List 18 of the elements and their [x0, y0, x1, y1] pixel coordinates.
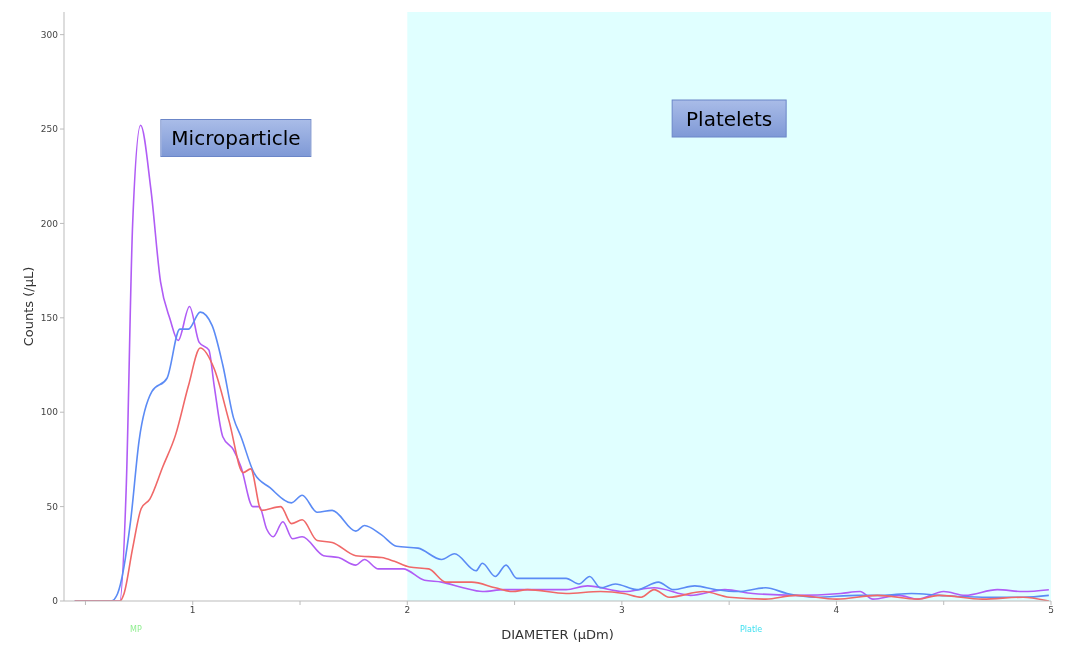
y-tick-label: 250	[40, 124, 59, 135]
y-tick-label: 300	[40, 29, 59, 40]
x-tick-label: 1	[189, 605, 196, 616]
x-tick-label: 2	[404, 605, 411, 616]
y-tick-label: 100	[40, 407, 59, 418]
band-label: Platelets	[686, 107, 773, 131]
y-tick-label: 0	[52, 596, 59, 607]
text: Platle	[740, 625, 763, 634]
y-tick-label: 200	[40, 218, 59, 229]
y-tick-label: 150	[40, 313, 59, 324]
y-axis-title: Counts (/µL)	[20, 266, 36, 347]
y-tick-label: 50	[46, 501, 59, 512]
x-tick-label: 4	[833, 605, 840, 616]
text: MP	[130, 625, 142, 634]
x-tick-label: 5	[1048, 605, 1054, 616]
x-axis-title: DIAMETER (µDm)	[501, 627, 614, 642]
annotation: Microparticle	[160, 119, 312, 157]
x-tick-label: 3	[619, 605, 625, 616]
